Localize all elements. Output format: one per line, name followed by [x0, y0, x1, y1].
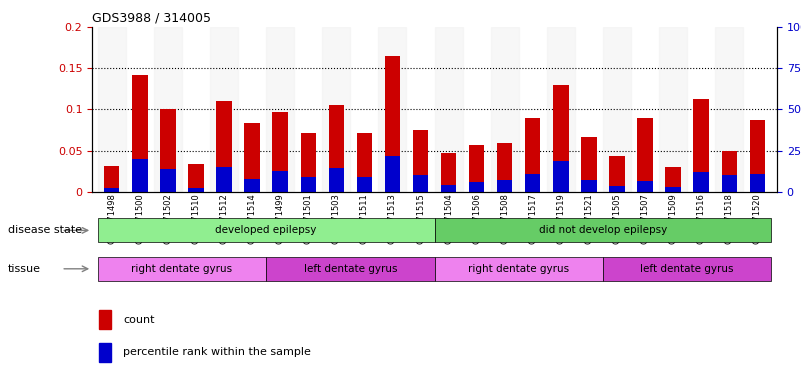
- Bar: [272, 112, 288, 192]
- Bar: [328, 168, 344, 192]
- Bar: [98, 218, 434, 243]
- Bar: [413, 175, 429, 192]
- Bar: [547, 27, 575, 192]
- Bar: [210, 27, 238, 192]
- Text: right dentate gyrus: right dentate gyrus: [131, 264, 232, 274]
- Text: did not develop epilepsy: did not develop epilepsy: [539, 225, 667, 235]
- Text: count: count: [123, 314, 155, 324]
- Bar: [244, 124, 260, 192]
- Bar: [497, 143, 513, 192]
- Text: percentile rank within the sample: percentile rank within the sample: [123, 348, 311, 358]
- Bar: [384, 56, 400, 192]
- Bar: [413, 130, 429, 192]
- Bar: [610, 186, 625, 192]
- Bar: [356, 177, 372, 192]
- Bar: [666, 167, 681, 192]
- Text: left dentate gyrus: left dentate gyrus: [304, 264, 397, 274]
- Bar: [610, 156, 625, 192]
- Bar: [384, 156, 400, 192]
- Bar: [322, 27, 350, 192]
- Bar: [694, 172, 709, 192]
- Bar: [525, 174, 541, 192]
- Text: left dentate gyrus: left dentate gyrus: [641, 264, 734, 274]
- Bar: [491, 27, 519, 192]
- Bar: [104, 166, 119, 192]
- Bar: [300, 133, 316, 192]
- Bar: [469, 145, 485, 192]
- Bar: [553, 161, 569, 192]
- Bar: [750, 174, 765, 192]
- Bar: [603, 27, 631, 192]
- Bar: [722, 175, 737, 192]
- Bar: [469, 182, 485, 192]
- Bar: [435, 257, 603, 281]
- Bar: [188, 188, 203, 192]
- Bar: [435, 218, 771, 243]
- Bar: [154, 27, 182, 192]
- Bar: [104, 188, 119, 192]
- Bar: [378, 27, 406, 192]
- Bar: [132, 75, 147, 192]
- Bar: [750, 120, 765, 192]
- Bar: [272, 170, 288, 192]
- Bar: [666, 187, 681, 192]
- Bar: [525, 118, 541, 192]
- Bar: [266, 257, 434, 281]
- Bar: [99, 310, 111, 329]
- Bar: [659, 27, 687, 192]
- Bar: [216, 101, 231, 192]
- Text: developed epilepsy: developed epilepsy: [215, 225, 317, 235]
- Bar: [715, 27, 743, 192]
- Text: disease state: disease state: [8, 225, 83, 235]
- Bar: [553, 85, 569, 192]
- Text: GDS3988 / 314005: GDS3988 / 314005: [92, 11, 211, 24]
- Bar: [603, 257, 771, 281]
- Bar: [441, 185, 457, 192]
- Bar: [300, 177, 316, 192]
- Bar: [638, 118, 653, 192]
- Bar: [328, 105, 344, 192]
- Bar: [160, 109, 175, 192]
- Bar: [497, 180, 513, 192]
- Bar: [722, 151, 737, 192]
- Bar: [356, 133, 372, 192]
- Bar: [98, 257, 266, 281]
- Bar: [441, 153, 457, 192]
- Bar: [160, 169, 175, 192]
- Text: tissue: tissue: [8, 264, 41, 274]
- Bar: [435, 27, 463, 192]
- Bar: [582, 137, 597, 192]
- Bar: [99, 343, 111, 362]
- Bar: [638, 181, 653, 192]
- Bar: [216, 167, 231, 192]
- Bar: [266, 27, 294, 192]
- Bar: [694, 99, 709, 192]
- Bar: [188, 164, 203, 192]
- Bar: [98, 27, 126, 192]
- Bar: [582, 180, 597, 192]
- Bar: [132, 159, 147, 192]
- Bar: [244, 179, 260, 192]
- Text: right dentate gyrus: right dentate gyrus: [468, 264, 570, 274]
